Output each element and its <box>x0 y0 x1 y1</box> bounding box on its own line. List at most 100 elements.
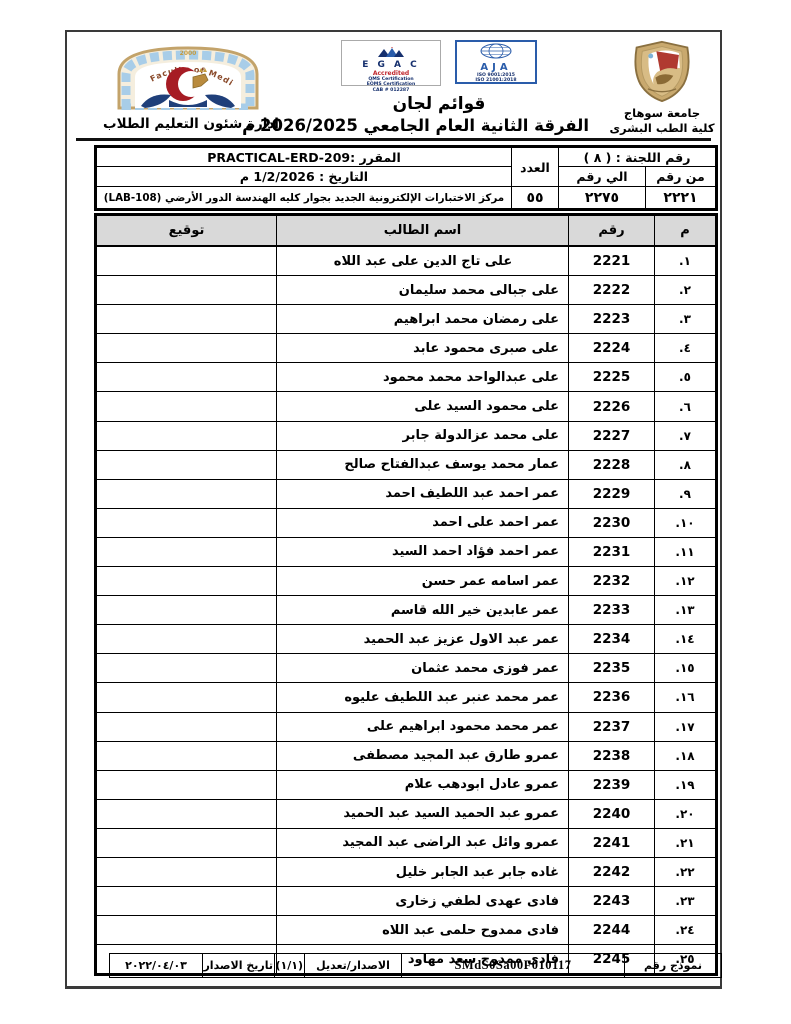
row-serial: ٦. <box>654 391 717 422</box>
table-row: ١٩. 2239 عمرو عادل ابودهب علام <box>95 769 717 800</box>
page-header: 2000 Faculty of Medicine إدارة شئون التع… <box>67 32 720 137</box>
page-border: 2000 Faculty of Medicine إدارة شئون التع… <box>65 30 722 989</box>
table-row: ٩. 2229 عمر احمد عبد اللطيف احمد <box>95 478 717 509</box>
row-serial: ٢٣. <box>654 886 717 917</box>
table-row: ١٠. 2230 عمر احمد على احمد <box>95 507 717 538</box>
row-seat-number: 2223 <box>568 304 655 335</box>
table-row: ١٤. 2234 عمر عبد الاول عزيز عبد الحميد <box>95 624 717 655</box>
row-signature-cell <box>95 275 277 306</box>
row-student-name: عمار محمد يوسف عبدالفتاح صالح <box>276 449 569 480</box>
row-signature-cell <box>95 391 277 422</box>
row-serial: ٣. <box>654 304 717 335</box>
row-seat-number: 2237 <box>568 711 655 742</box>
table-row: ٢١. 2241 عمرو وائل عبد الراضى عبد المجيد <box>95 827 717 858</box>
egac-cert-line: EOMS Certification <box>366 82 416 88</box>
university-name: جامعة سوهاج <box>623 106 701 120</box>
row-signature-cell <box>95 304 277 335</box>
university-logo-block: جامعة سوهاج كلية الطب البشرى <box>607 40 717 136</box>
row-signature-cell <box>95 420 277 451</box>
col-header-serial: م <box>654 214 717 247</box>
egac-mountains-icon <box>378 45 404 57</box>
table-row: ٧. 2227 على محمد عزالدولة جابر <box>95 420 717 451</box>
table-row: ٢٣. 2243 فادى عهدى لطفي زخارى <box>95 886 717 917</box>
issue-revision-value: (١/١) <box>274 953 305 978</box>
row-seat-number: 2244 <box>568 915 655 946</box>
to-number-value: ٢٢٧٥ <box>557 186 647 210</box>
exam-date: التاريخ : 1/2/2026 م <box>95 166 512 187</box>
table-row: ١٢. 2232 عمر اسامه عمر حسن <box>95 566 717 597</box>
egac-cert-line: CAB # 012287 <box>372 87 410 93</box>
certification-logos: E G A C Accredited QMS Certification EOM… <box>289 40 589 93</box>
row-student-name: عمر احمد على احمد <box>276 507 569 538</box>
row-student-name: عمر عبد الاول عزيز عبد الحميد <box>276 624 569 655</box>
sohag-university-shield-icon <box>634 40 690 103</box>
row-signature-cell <box>95 333 277 364</box>
row-signature-cell <box>95 740 277 771</box>
table-row: ٢. 2222 على جبالى محمد سليمان <box>95 275 717 306</box>
row-seat-number: 2231 <box>568 536 655 568</box>
to-number-label: الي رقم <box>557 166 647 187</box>
table-row: ١٨. 2238 عمرو طارق عبد المجيد مصطفى <box>95 740 717 771</box>
row-seat-number: 2226 <box>568 391 655 422</box>
issue-date-label: تاريخ الاصدار <box>202 953 275 978</box>
row-seat-number: 2225 <box>568 362 655 393</box>
row-student-name: غاده جابر عبد الجابر خليل <box>276 856 569 888</box>
row-student-name: فادى عهدى لطفي زخارى <box>276 886 569 917</box>
count-label: العدد <box>511 146 559 187</box>
table-row: ١٦. 2236 عمر محمد عنبر عبد اللطيف عليوه <box>95 682 717 713</box>
issue-date-value: ٢٠٢٢/٠٤/٠٣ <box>109 953 203 978</box>
aja-registrars-logo: AJA ISO 9001:2015 ISO 21001:2018 <box>455 40 537 84</box>
row-serial: ٧. <box>654 420 717 451</box>
table-row: ١٧. 2237 عمر محمد محمود ابراهيم على <box>95 711 717 742</box>
row-signature-cell <box>95 886 277 917</box>
row-signature-cell <box>95 507 277 538</box>
aja-name: AJA <box>480 62 512 73</box>
committee-number: رقم اللجنة : ( ٨ ) <box>557 146 718 167</box>
row-serial: ١٤. <box>654 624 717 655</box>
table-row: ٥. 2225 على عبدالواحد محمد محمود <box>95 362 717 393</box>
row-serial: ١. <box>654 245 717 277</box>
faculty-name: كلية الطب البشرى <box>609 121 715 135</box>
row-seat-number: 2224 <box>568 333 655 364</box>
row-seat-number: 2222 <box>568 275 655 306</box>
table-row: ٣. 2223 على رمضان محمد ابراهيم <box>95 304 717 335</box>
col-header-seat-number: رقم <box>568 214 655 247</box>
row-signature-cell <box>95 711 277 742</box>
row-seat-number: 2227 <box>568 420 655 451</box>
aja-iso-line: ISO 21001:2018 <box>475 78 517 84</box>
egac-cert-line: QMS Certification <box>368 77 414 82</box>
table-row: ١. 2221 على تاج الدين على عبد اللاه <box>95 245 717 277</box>
row-serial: ١٢. <box>654 566 717 597</box>
row-serial: ٢١. <box>654 827 717 858</box>
from-number-value: ٢٢٢١ <box>645 186 718 210</box>
row-seat-number: 2236 <box>568 682 655 713</box>
row-student-name: عمر احمد فؤاد احمد السيد <box>276 536 569 568</box>
row-serial: ١٣. <box>654 595 717 626</box>
egac-accreditation-logo: E G A C Accredited QMS Certification EOM… <box>341 40 441 93</box>
row-signature-cell <box>95 653 277 684</box>
aja-globe-icon <box>480 43 512 59</box>
table-row: ٨. 2228 عمار محمد يوسف عبدالفتاح صالح <box>95 449 717 480</box>
faculty-of-medicine-logo-icon: 2000 Faculty of Medicine <box>110 37 259 113</box>
header-center-block: E G A C Accredited QMS Certification EOM… <box>242 40 589 135</box>
table-row: ٢٤. 2244 فادى ممدوح حلمى عبد اللاه <box>95 915 717 946</box>
table-row: ٢٠. 2240 عمرو عبد الحميد السيد عبد الحمي… <box>95 798 717 829</box>
row-serial: ١٩. <box>654 769 717 800</box>
form-footer-table: نموذج رقم SMdS0Sa00F010117 الاصدار/تعديل… <box>109 953 722 978</box>
row-signature-cell <box>95 682 277 713</box>
row-signature-cell <box>95 915 277 946</box>
row-signature-cell <box>95 362 277 393</box>
table-row: ١٥. 2235 عمر فوزى محمد عثمان <box>95 653 717 684</box>
row-seat-number: 2233 <box>568 595 655 626</box>
count-value: ٥٥ <box>511 186 559 210</box>
row-serial: ٢. <box>654 275 717 306</box>
row-seat-number: 2228 <box>568 449 655 480</box>
egac-name: E G A C <box>362 60 420 70</box>
document-subtitle: الفرقة الثانية العام الجامعي 2026/2025 م <box>242 116 589 135</box>
row-student-name: عمرو وائل عبد الراضى عبد المجيد <box>276 827 569 858</box>
row-student-name: على صبرى محمود عابد <box>276 333 569 364</box>
row-serial: ٤. <box>654 333 717 364</box>
row-seat-number: 2240 <box>568 798 655 829</box>
faculty-logo-block: 2000 Faculty of Medicine إدارة شئون التع… <box>103 37 279 132</box>
